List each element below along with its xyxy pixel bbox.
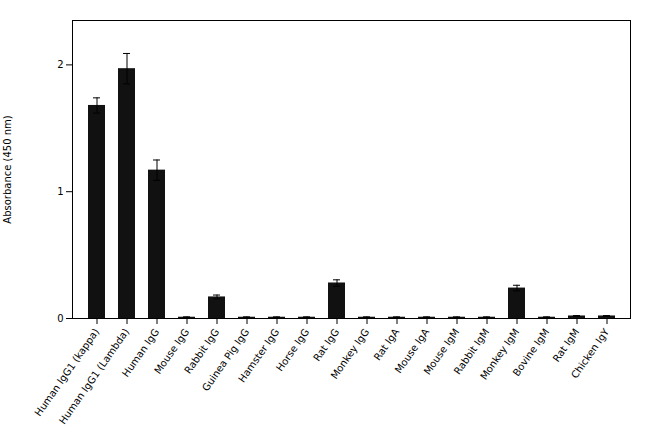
svg-text:Human IgG1 (kappa): Human IgG1 (kappa) xyxy=(32,326,102,419)
svg-text:Mouse IgM: Mouse IgM xyxy=(421,326,462,377)
svg-text:Horse IgG: Horse IgG xyxy=(274,326,311,373)
svg-text:2: 2 xyxy=(57,59,63,70)
svg-text:Monkey IgM: Monkey IgM xyxy=(478,326,522,382)
svg-text:Rat IgM: Rat IgM xyxy=(551,326,582,363)
svg-text:Monkey IgG: Monkey IgG xyxy=(329,326,372,380)
svg-text:Mouse IgG: Mouse IgG xyxy=(152,326,192,376)
svg-text:Mouse IgA: Mouse IgA xyxy=(392,326,432,376)
svg-text:Human IgG1 (Lambda): Human IgG1 (Lambda) xyxy=(57,326,131,426)
svg-text:0: 0 xyxy=(57,313,63,324)
svg-text:Rabbit IgM: Rabbit IgM xyxy=(451,326,492,377)
svg-text:Bovine IgM: Bovine IgM xyxy=(511,326,552,378)
svg-text:Absorbance (450 nm): Absorbance (450 nm) xyxy=(2,115,13,224)
svg-text:Chicken IgY: Chicken IgY xyxy=(569,326,612,381)
svg-text:1: 1 xyxy=(57,186,63,197)
svg-text:Hamster IgG: Hamster IgG xyxy=(236,326,281,384)
svg-text:Guinea Pig IgG: Guinea Pig IgG xyxy=(199,326,252,394)
svg-text:Human IgG: Human IgG xyxy=(120,326,162,379)
svg-text:Rat IgG: Rat IgG xyxy=(311,326,341,363)
svg-text:Rabbit IgG: Rabbit IgG xyxy=(182,326,222,376)
svg-text:Rat IgA: Rat IgA xyxy=(372,326,402,362)
